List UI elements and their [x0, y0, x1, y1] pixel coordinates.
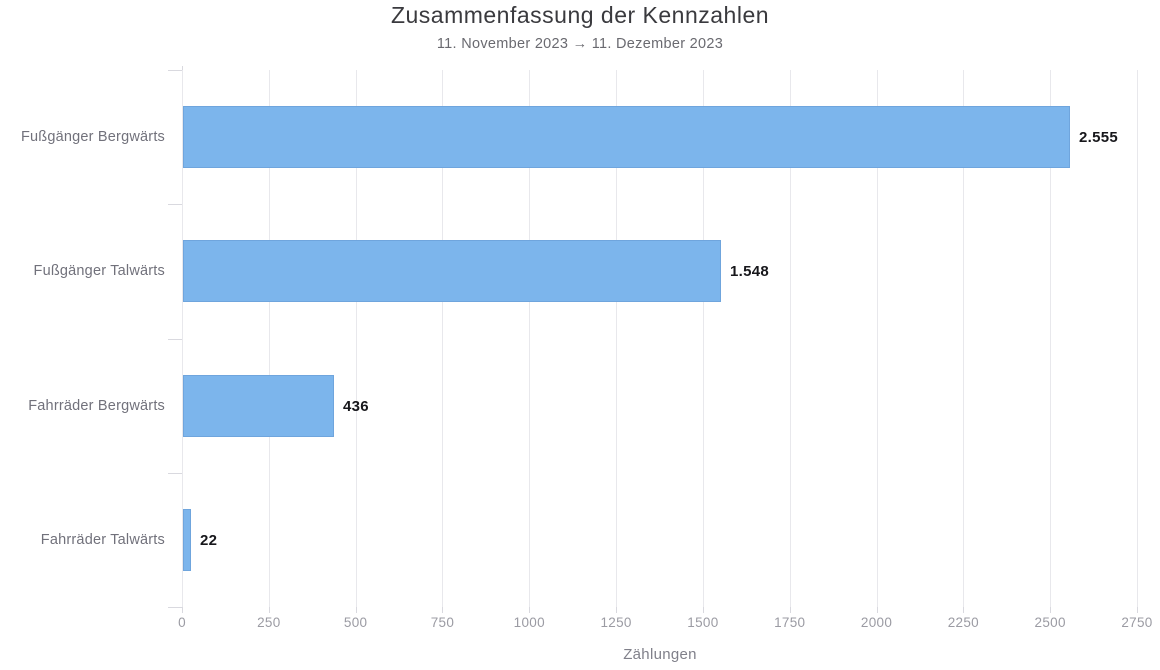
- gridline-x-750: [442, 70, 444, 607]
- gridline-x-1500: [702, 70, 704, 607]
- bar-3[interactable]: [183, 375, 334, 437]
- y-tick-mark-1: [168, 204, 182, 205]
- bar-2[interactable]: [183, 240, 721, 302]
- x-axis-title: Zählungen: [623, 646, 697, 663]
- y-tick-mark-4: [168, 607, 182, 608]
- x-tick-label-1250: 1250: [600, 615, 632, 630]
- x-tick-label-2250: 2250: [947, 615, 979, 630]
- plot-area: 2.555 1.548 436 22: [168, 66, 1138, 613]
- x-tick-mark-0: [182, 607, 183, 613]
- y-tick-mark-0: [168, 70, 182, 71]
- chart-subtitle: 11. November 2023 → 11. Dezember 2023: [436, 36, 724, 52]
- x-tick-label-250: 250: [257, 615, 281, 630]
- x-tick-label-750: 750: [430, 615, 455, 630]
- x-tick-label-2750: 2750: [1121, 615, 1153, 630]
- x-tick-label-1000: 1000: [513, 615, 545, 630]
- x-tick-mark-1750: [789, 607, 791, 613]
- bar-value-label-4: 22: [200, 531, 218, 549]
- bar-value-label-1: 2.555: [1079, 128, 1119, 146]
- category-label-4: Fahrräder Talwärts: [40, 532, 165, 548]
- x-tick-mark-2500: [1050, 607, 1052, 613]
- bar-value-label-3: 436: [343, 397, 369, 415]
- x-tick-label-1500: 1500: [687, 615, 719, 630]
- category-label-1: Fußgänger Bergwärts: [20, 129, 165, 145]
- x-tick-mark-500: [355, 607, 357, 613]
- x-tick-mark-1000: [529, 607, 531, 613]
- bar-4[interactable]: [183, 509, 191, 571]
- x-tick-mark-1500: [702, 607, 704, 613]
- y-tick-mark-2: [168, 339, 182, 340]
- x-tick-mark-750: [442, 607, 444, 613]
- x-tick-label-2500: 2500: [1034, 615, 1066, 630]
- x-tick-label-2000: 2000: [860, 615, 893, 630]
- gridline-x-2750: [1137, 70, 1138, 607]
- x-tick-label-1750: 1750: [774, 615, 806, 630]
- gridline-x-2500: [1050, 70, 1052, 607]
- chart-title: Zusammenfassung der Kennzahlen: [390, 2, 770, 28]
- gridline-x-1250: [616, 70, 618, 607]
- gridline-x-1750: [789, 70, 791, 607]
- gridline-x-250: [268, 70, 270, 607]
- gridline-x-500: [355, 70, 357, 607]
- x-tick-mark-2000: [876, 607, 878, 613]
- bar-1[interactable]: [183, 106, 1070, 168]
- gridline-x-0: [182, 70, 183, 607]
- x-tick-mark-1250: [616, 607, 618, 613]
- x-tick-label-0: 0: [178, 615, 186, 630]
- category-label-3: Fahrräder Bergwärts: [28, 398, 165, 414]
- bar-value-label-2: 1.548: [730, 262, 770, 280]
- y-tick-mark-3: [168, 473, 182, 474]
- gridline-x-2250: [963, 70, 965, 607]
- gridline-x-2000: [876, 70, 878, 607]
- x-tick-mark-250: [268, 607, 270, 613]
- x-tick-label-500: 500: [343, 615, 368, 630]
- gridline-x-1000: [529, 70, 531, 607]
- x-tick-mark-2250: [963, 607, 965, 613]
- x-tick-mark-2750: [1137, 607, 1138, 613]
- category-label-2: Fußgänger Talwärts: [33, 263, 165, 279]
